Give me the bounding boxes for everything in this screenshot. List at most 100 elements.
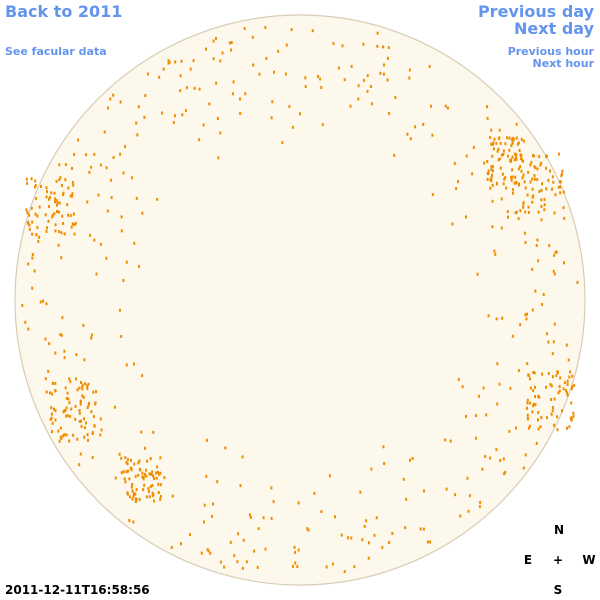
facula [87, 438, 89, 442]
facula [553, 272, 556, 276]
facula [471, 172, 474, 176]
facula [491, 199, 494, 203]
facula [119, 100, 122, 104]
facula [228, 41, 231, 45]
facula [221, 51, 224, 55]
facula [556, 415, 559, 419]
facula [59, 426, 62, 430]
facula [566, 426, 568, 430]
facula [86, 406, 89, 409]
facula [506, 210, 509, 213]
previous-day-link[interactable]: Previous day [477, 2, 594, 21]
facula [511, 175, 514, 179]
facula [189, 533, 191, 537]
facula [554, 193, 557, 197]
facula [566, 393, 569, 397]
facula [553, 211, 556, 215]
facula [531, 195, 534, 199]
facula [382, 45, 385, 49]
facula [241, 566, 244, 570]
facula [408, 76, 411, 80]
facula [497, 147, 500, 151]
facula [86, 433, 89, 437]
previous-hour-link[interactable]: Previous hour [507, 45, 594, 58]
facula [446, 106, 449, 110]
facula [47, 219, 50, 223]
facula [490, 168, 493, 172]
facula [550, 398, 552, 401]
facula [497, 158, 500, 162]
facula [506, 136, 509, 140]
facula [130, 485, 133, 489]
facula [242, 538, 245, 542]
facula [476, 272, 479, 276]
facula [487, 172, 490, 176]
facula [122, 279, 125, 282]
facula [127, 469, 130, 473]
facula [509, 159, 512, 163]
facula [82, 323, 85, 327]
facula [541, 303, 544, 306]
facula [123, 477, 126, 481]
facula [239, 484, 242, 488]
facula [533, 177, 536, 181]
facula [520, 169, 523, 173]
facula [64, 386, 67, 390]
facula [50, 406, 53, 410]
facula [486, 116, 489, 120]
facula [205, 438, 208, 442]
facula [566, 391, 568, 395]
facula [519, 165, 522, 169]
facula [230, 41, 233, 44]
facula [493, 137, 496, 141]
facula [409, 137, 412, 141]
facula [394, 96, 397, 99]
facula [124, 480, 127, 484]
facula [95, 390, 97, 394]
facula [30, 206, 33, 210]
facula [216, 117, 219, 120]
facula [63, 409, 66, 413]
facula [465, 414, 467, 418]
facula [512, 137, 515, 141]
facula [504, 142, 507, 146]
facula [340, 533, 343, 537]
facula [60, 333, 63, 337]
facula [141, 471, 144, 475]
facula [382, 445, 385, 449]
facula [527, 205, 530, 209]
facula [92, 390, 95, 394]
facula [48, 342, 51, 346]
facula [375, 516, 378, 520]
next-day-link[interactable]: Next day [514, 19, 594, 38]
facula [271, 100, 274, 104]
facula [212, 502, 214, 506]
facula [517, 167, 520, 171]
facula [31, 232, 34, 236]
facula [156, 197, 159, 201]
facula [545, 166, 548, 170]
facula [65, 406, 68, 410]
facula [78, 411, 81, 415]
facula [524, 210, 527, 214]
facula [566, 379, 569, 383]
facula [207, 549, 210, 553]
facula [347, 536, 350, 540]
next-hour-link[interactable]: Next hour [532, 57, 595, 70]
facula [515, 122, 518, 126]
facula [549, 383, 552, 386]
facula [383, 462, 386, 465]
facula [75, 353, 78, 357]
facula [30, 177, 33, 181]
facula [91, 333, 94, 337]
facula [84, 382, 87, 386]
facula [409, 458, 411, 462]
facula [561, 169, 564, 173]
facula [299, 112, 301, 116]
back-link[interactable]: Back to 2011 [5, 2, 123, 21]
facula [48, 205, 50, 209]
facular-link[interactable]: See facular data [5, 45, 107, 58]
facula [519, 209, 522, 213]
facula [179, 74, 182, 78]
facula [90, 410, 93, 414]
